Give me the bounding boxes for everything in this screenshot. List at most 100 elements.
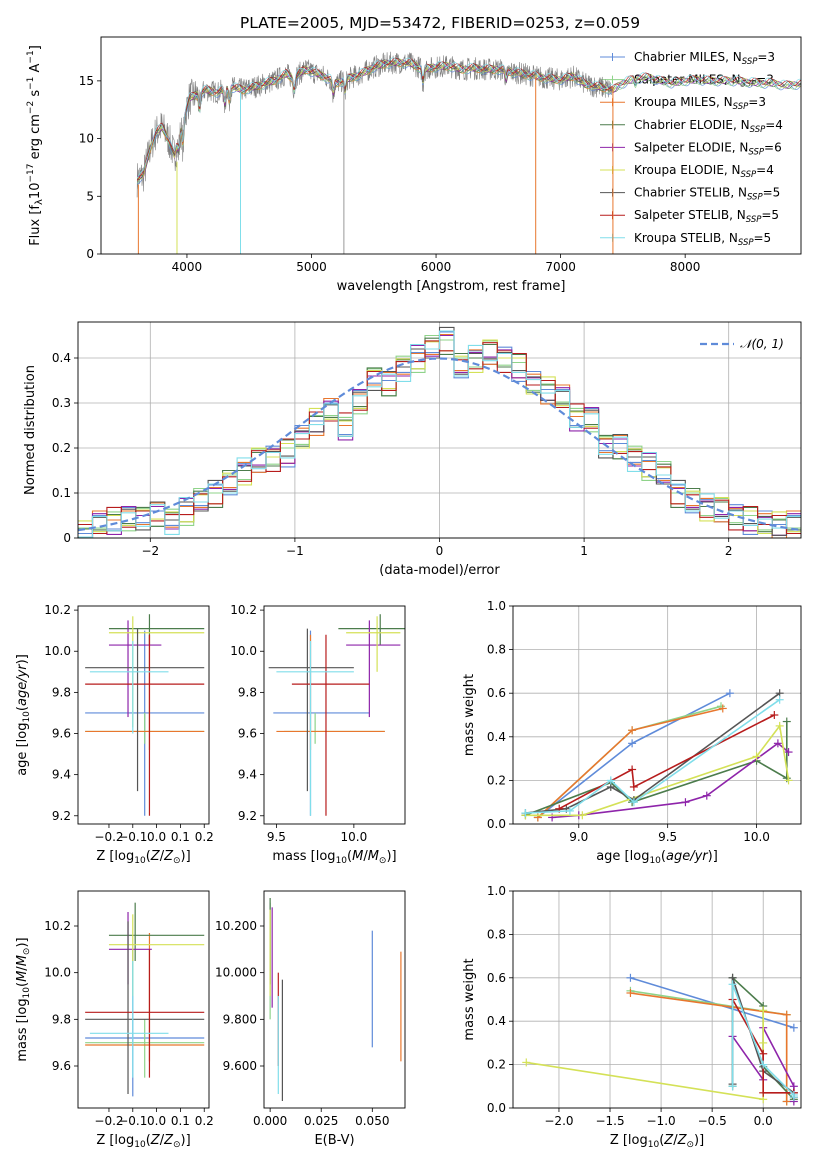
mass-vs-EBV-frame <box>263 890 406 1109</box>
y-tick-label: 0.4 <box>487 730 506 744</box>
mass-vs-Z-ylabel: mass [log10(M/M⊙)] <box>15 937 32 1061</box>
x-tick-label: −2 <box>141 544 159 558</box>
y-tick-label: 10.2 <box>44 919 71 933</box>
age-vs-Z-xlabel: Z [log10(Z/Z⊙)] <box>96 849 190 866</box>
legend-entry: Chabrier MILES, NSSP=3 <box>634 50 775 67</box>
y-tick-label: 9.6 <box>238 727 257 741</box>
x-tick-label: −1.0 <box>647 1114 676 1128</box>
y-tick-label: 9.8 <box>52 685 71 699</box>
legend-entry: Salpeter STELIB, NSSP=5 <box>634 208 779 225</box>
age-vs-mass-frame <box>263 605 406 825</box>
age-vs-Z-errorbars <box>85 614 205 816</box>
mass-vs-EBV-errorbars <box>269 898 402 1101</box>
weight-vs-age-lines <box>521 689 793 822</box>
residual-step-line <box>78 330 801 538</box>
x-tick-label: −0.5 <box>698 1114 727 1128</box>
x-tick-label: 6000 <box>421 260 452 274</box>
mass-vs-Z-xlabel: Z [log10(Z/Z⊙)] <box>96 1133 190 1150</box>
legend-entry: Salpeter ELODIE, NSSP=6 <box>634 140 782 157</box>
y-tick-label: 0.1 <box>52 486 71 500</box>
x-tick-label: 9.5 <box>658 830 677 844</box>
y-tick-label: 0.0 <box>487 817 506 831</box>
weight-vs-age-ylabel: mass weight <box>462 674 477 756</box>
x-tick-label: −0.1 <box>118 1114 147 1128</box>
y-tick-label: 9.8 <box>52 1012 71 1026</box>
y-tick-label: 9.600 <box>223 1059 257 1073</box>
x-tick-label: 0.2 <box>195 1114 214 1128</box>
y-tick-label: 9.6 <box>52 727 71 741</box>
y-tick-label: 9.800 <box>223 1012 257 1026</box>
x-tick-label: 0.2 <box>195 830 214 844</box>
legend-entry: Kroupa ELODIE, NSSP=4 <box>634 163 774 180</box>
y-tick-label: 0 <box>86 247 94 261</box>
x-tick-label: 10.0 <box>743 830 770 844</box>
y-tick-label: 15 <box>79 74 94 88</box>
spectrum-model-line <box>137 58 801 181</box>
y-tick-label: 5 <box>86 189 94 203</box>
legend-entry: Chabrier STELIB, NSSP=5 <box>634 186 780 203</box>
x-tick-label: 0.0 <box>147 830 166 844</box>
y-tick-label: 10.2 <box>230 603 257 617</box>
y-tick-label: 0.2 <box>487 773 506 787</box>
y-tick-label: 0.0 <box>487 1101 506 1115</box>
x-tick-label: 10.0 <box>341 830 368 844</box>
weight-vs-age-xlabel: age [log10(age/yr)] <box>596 849 718 866</box>
y-tick-label: 0.2 <box>487 1058 506 1072</box>
weight-vs-Z-xlabel: Z [log10(Z/Z⊙)] <box>610 1133 704 1150</box>
residuals-ylabel: Normed distribution <box>23 365 38 495</box>
x-tick-label: 0 <box>436 544 444 558</box>
weight-vs-age-frame <box>512 605 802 825</box>
y-tick-label: 10.200 <box>215 919 257 933</box>
x-tick-label: 0.0 <box>147 1114 166 1128</box>
residual-step-line <box>78 326 801 538</box>
x-tick-label: 1 <box>580 544 588 558</box>
age-vs-mass-errorbars <box>268 614 405 816</box>
x-tick-label: 0.050 <box>355 1114 389 1128</box>
y-tick-label: 0.8 <box>487 643 506 657</box>
residuals-xlabel: (data-model)/error <box>379 563 500 578</box>
age-vs-Z-ylabel: age [log10(age/yr)] <box>15 654 32 776</box>
y-tick-label: 9.4 <box>238 768 257 782</box>
x-tick-label: 8000 <box>670 260 701 274</box>
mass-vs-EBV-axes: 0.000 0.025 0.050 9.600 9.800 10.000 10.200 <box>215 919 389 1128</box>
y-tick-label: 1.0 <box>487 884 506 898</box>
reference-legend-label: 𝒩(0, 1) <box>740 337 784 351</box>
y-tick-label: 0 <box>63 531 71 545</box>
x-tick-label: 0.1 <box>171 1114 190 1128</box>
spectrum-model-line <box>136 57 801 181</box>
age-vs-mass-axes: 9.5 10.0 9.2 9.4 9.6 9.8 10.0 10.2 <box>230 603 367 844</box>
x-tick-label: 0.0 <box>754 1114 773 1128</box>
spectrum-model-line <box>136 57 801 179</box>
y-tick-label: 0.4 <box>52 351 71 365</box>
figure-title: PLATE=2005, MJD=53472, FIBERID=0253, z=0… <box>240 14 640 32</box>
x-tick-label: 0.1 <box>171 830 190 844</box>
y-tick-label: 10.0 <box>44 644 71 658</box>
y-tick-label: 10.0 <box>44 966 71 980</box>
x-tick-label: −1.5 <box>595 1114 624 1128</box>
mass-vs-EBV-xlabel: E(B-V) <box>314 1133 354 1148</box>
y-tick-label: 10 <box>79 132 94 146</box>
legend-entry: Kroupa MILES, NSSP=3 <box>634 95 766 112</box>
y-tick-label: 9.4 <box>52 768 71 782</box>
y-tick-label: 0.3 <box>52 396 71 410</box>
y-tick-label: 10.0 <box>230 644 257 658</box>
y-tick-label: 9.2 <box>52 809 71 823</box>
y-tick-label: 9.2 <box>238 809 257 823</box>
spectrum-model-line <box>137 61 801 184</box>
spectrum-frame <box>100 36 802 255</box>
spectrum-xlabel: wavelength [Angstrom, rest frame] <box>337 279 566 294</box>
age-vs-Z-axes: −0.2−0.1 0.0 0.1 0.2 9.2 9.4 9.6 9.8 10.0 10.2 <box>44 603 214 844</box>
legend-entry: Kroupa STELIB, NSSP=5 <box>634 231 771 248</box>
x-tick-label: 5000 <box>296 260 327 274</box>
residual-hists <box>78 326 801 538</box>
x-tick-label: 2 <box>725 544 733 558</box>
x-tick-label: 0.025 <box>304 1114 338 1128</box>
spectrum-axes: 4000 5000 6000 7000 8000 0 5 10 15 <box>79 74 701 274</box>
y-tick-label: 9.6 <box>52 1059 71 1073</box>
y-tick-label: 0.8 <box>487 927 506 941</box>
age-vs-mass-xlabel: mass [log10(M/M⊙)] <box>272 849 396 866</box>
spectrum-ylabel: Flux [fλ10−17 erg cm−2 s−1 A−1] <box>26 45 45 246</box>
x-tick-label: 9.5 <box>267 830 286 844</box>
normal-reference-curve <box>78 357 801 532</box>
